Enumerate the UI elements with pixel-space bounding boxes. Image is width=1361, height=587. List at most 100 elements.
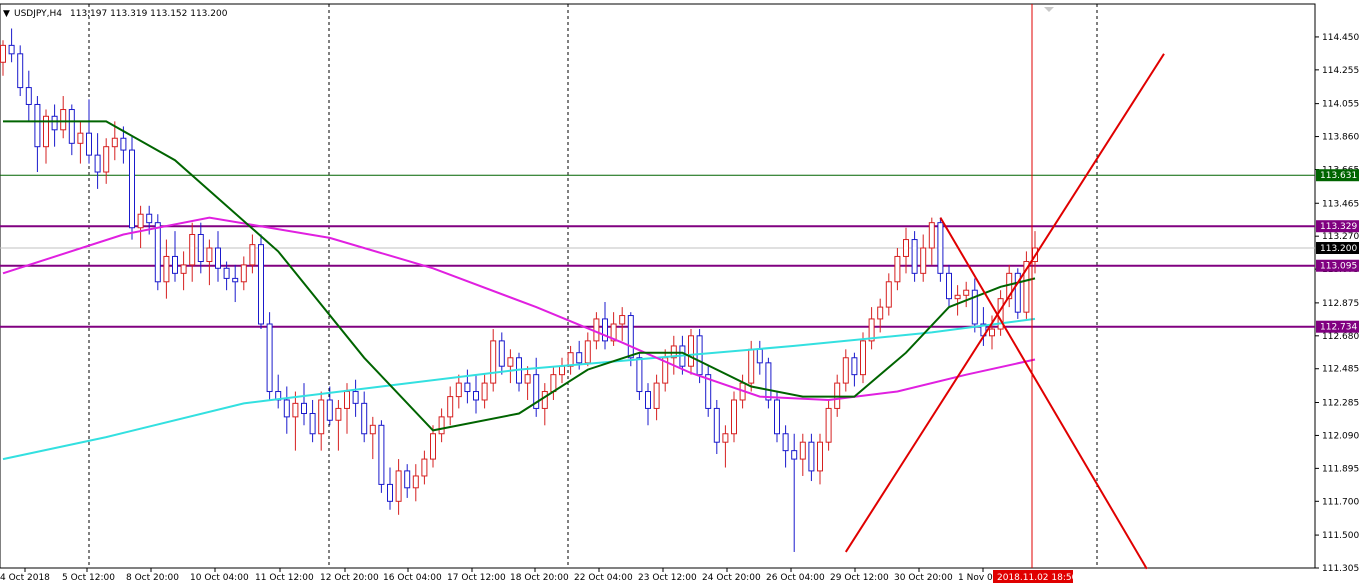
price-tick-label: 114.255 <box>1322 66 1359 76</box>
price-tick-label: 112.485 <box>1322 365 1359 375</box>
candle-body <box>731 399 737 435</box>
price-tick-label: 113.860 <box>1322 133 1359 143</box>
candle-body <box>748 348 755 384</box>
candle-body <box>593 318 600 342</box>
candle-body <box>954 294 961 300</box>
candle-body <box>894 255 901 283</box>
candle-body <box>541 391 548 409</box>
current-price-tag-label: 113.200 <box>1320 244 1357 254</box>
candle-body <box>765 362 772 401</box>
trend-line-rising <box>844 53 1165 553</box>
time-tick-label: 12 Oct 20:00 <box>320 573 379 583</box>
candle-body <box>817 441 823 472</box>
candle-body <box>473 391 479 401</box>
candle-body <box>447 396 454 418</box>
candle-body <box>223 267 230 279</box>
candle-body <box>808 441 815 472</box>
candle-body <box>963 289 970 296</box>
price-tick-label: 111.305 <box>1322 564 1359 574</box>
chart-shift-marker-icon[interactable] <box>1044 7 1054 12</box>
level-price-tag-label: 113.095 <box>1320 262 1357 272</box>
vertical-grid <box>88 4 1098 568</box>
current-time-tag-label: 2018.11.02 18:50 <box>997 573 1078 583</box>
ma-slow-line <box>2 317 1036 461</box>
candle-body <box>498 340 505 367</box>
candle-body <box>920 247 927 274</box>
price-tick-label: 112.875 <box>1322 299 1359 309</box>
candle-body <box>103 146 110 173</box>
candle-body <box>705 374 712 409</box>
plot-area <box>0 3 1316 569</box>
candle-body <box>60 109 67 131</box>
candle-body <box>722 433 729 443</box>
time-tick-label: 11 Oct 12:00 <box>255 573 314 583</box>
candle-body <box>782 433 789 452</box>
candle-body <box>550 374 557 393</box>
candle-body <box>877 306 884 320</box>
current-price-tag <box>1316 242 1359 255</box>
candle-body <box>688 335 694 367</box>
time-tick-label: 5 Oct 12:00 <box>62 573 115 583</box>
header-marker-icon[interactable]: ▼ <box>3 9 10 19</box>
candle-body <box>68 109 75 144</box>
candle-body <box>842 357 849 384</box>
candle-body <box>464 382 471 393</box>
candle-body <box>395 470 402 502</box>
candle-body <box>309 412 316 435</box>
candle-body <box>352 391 359 404</box>
ma-mid-line <box>2 216 1036 402</box>
candle-body <box>825 407 832 443</box>
current-time-tag <box>993 570 1073 583</box>
price-tick-label: 112.090 <box>1322 431 1359 441</box>
candle-body <box>240 264 247 283</box>
candle-body <box>215 247 221 269</box>
candle-body <box>283 399 290 418</box>
candle-body <box>301 402 307 414</box>
candle-body <box>378 424 385 485</box>
candle-body <box>17 53 24 89</box>
candle-body <box>232 277 239 283</box>
level-price-tag <box>1316 320 1359 333</box>
level-price-tag-label: 113.631 <box>1320 171 1357 181</box>
price-tick-label: 112.680 <box>1322 332 1359 342</box>
time-tick-label: 30 Oct 20:00 <box>894 573 953 583</box>
candle-body <box>868 318 875 342</box>
candle-body <box>455 382 462 398</box>
time-axis: 4 Oct 2018 5 Oct 12:00 8 Oct 20:00 10 Oct 0… <box>0 568 1078 583</box>
candles <box>0 28 1038 552</box>
time-tick-label: 8 Oct 20:00 <box>126 573 179 583</box>
price-tick-label: 113.465 <box>1322 199 1359 209</box>
header-ohlc: 113.197 113.319 113.152 113.200 <box>70 9 228 19</box>
price-tick-label: 112.285 <box>1322 399 1359 409</box>
candle-body <box>146 213 153 224</box>
ma-fast-line <box>3 120 1036 432</box>
trend-lines <box>844 4 1165 570</box>
candle-body <box>1023 261 1030 313</box>
time-tick-label: 1 Nov 0 <box>958 573 993 583</box>
price-tick-label: 114.055 <box>1322 100 1359 110</box>
candle-body <box>507 357 514 367</box>
candle-body <box>258 244 264 325</box>
candle-body <box>860 340 866 376</box>
time-tick-label: 18 Oct 20:00 <box>510 573 569 583</box>
candle-body <box>249 244 256 266</box>
candle-body <box>361 402 368 435</box>
candle-body <box>163 255 170 283</box>
candle-body <box>610 323 617 342</box>
candle-body <box>490 340 497 384</box>
candle-body <box>989 328 995 337</box>
time-tick-label: 16 Oct 04:00 <box>383 573 442 583</box>
candle-body <box>946 272 952 300</box>
time-tick-label: 29 Oct 12:00 <box>830 573 889 583</box>
candle-body <box>584 340 591 364</box>
header-symbol: USDJPY,H4 <box>14 9 62 19</box>
candle-body <box>404 470 411 489</box>
time-tick-label: 10 Oct 04:00 <box>190 573 249 583</box>
candle-body <box>567 352 574 367</box>
candle-body <box>326 399 333 421</box>
time-tick-label: 22 Oct 04:00 <box>574 573 633 583</box>
candle-body <box>438 416 445 435</box>
price-tick-label: 111.895 <box>1322 464 1359 474</box>
candle-body <box>602 318 608 342</box>
